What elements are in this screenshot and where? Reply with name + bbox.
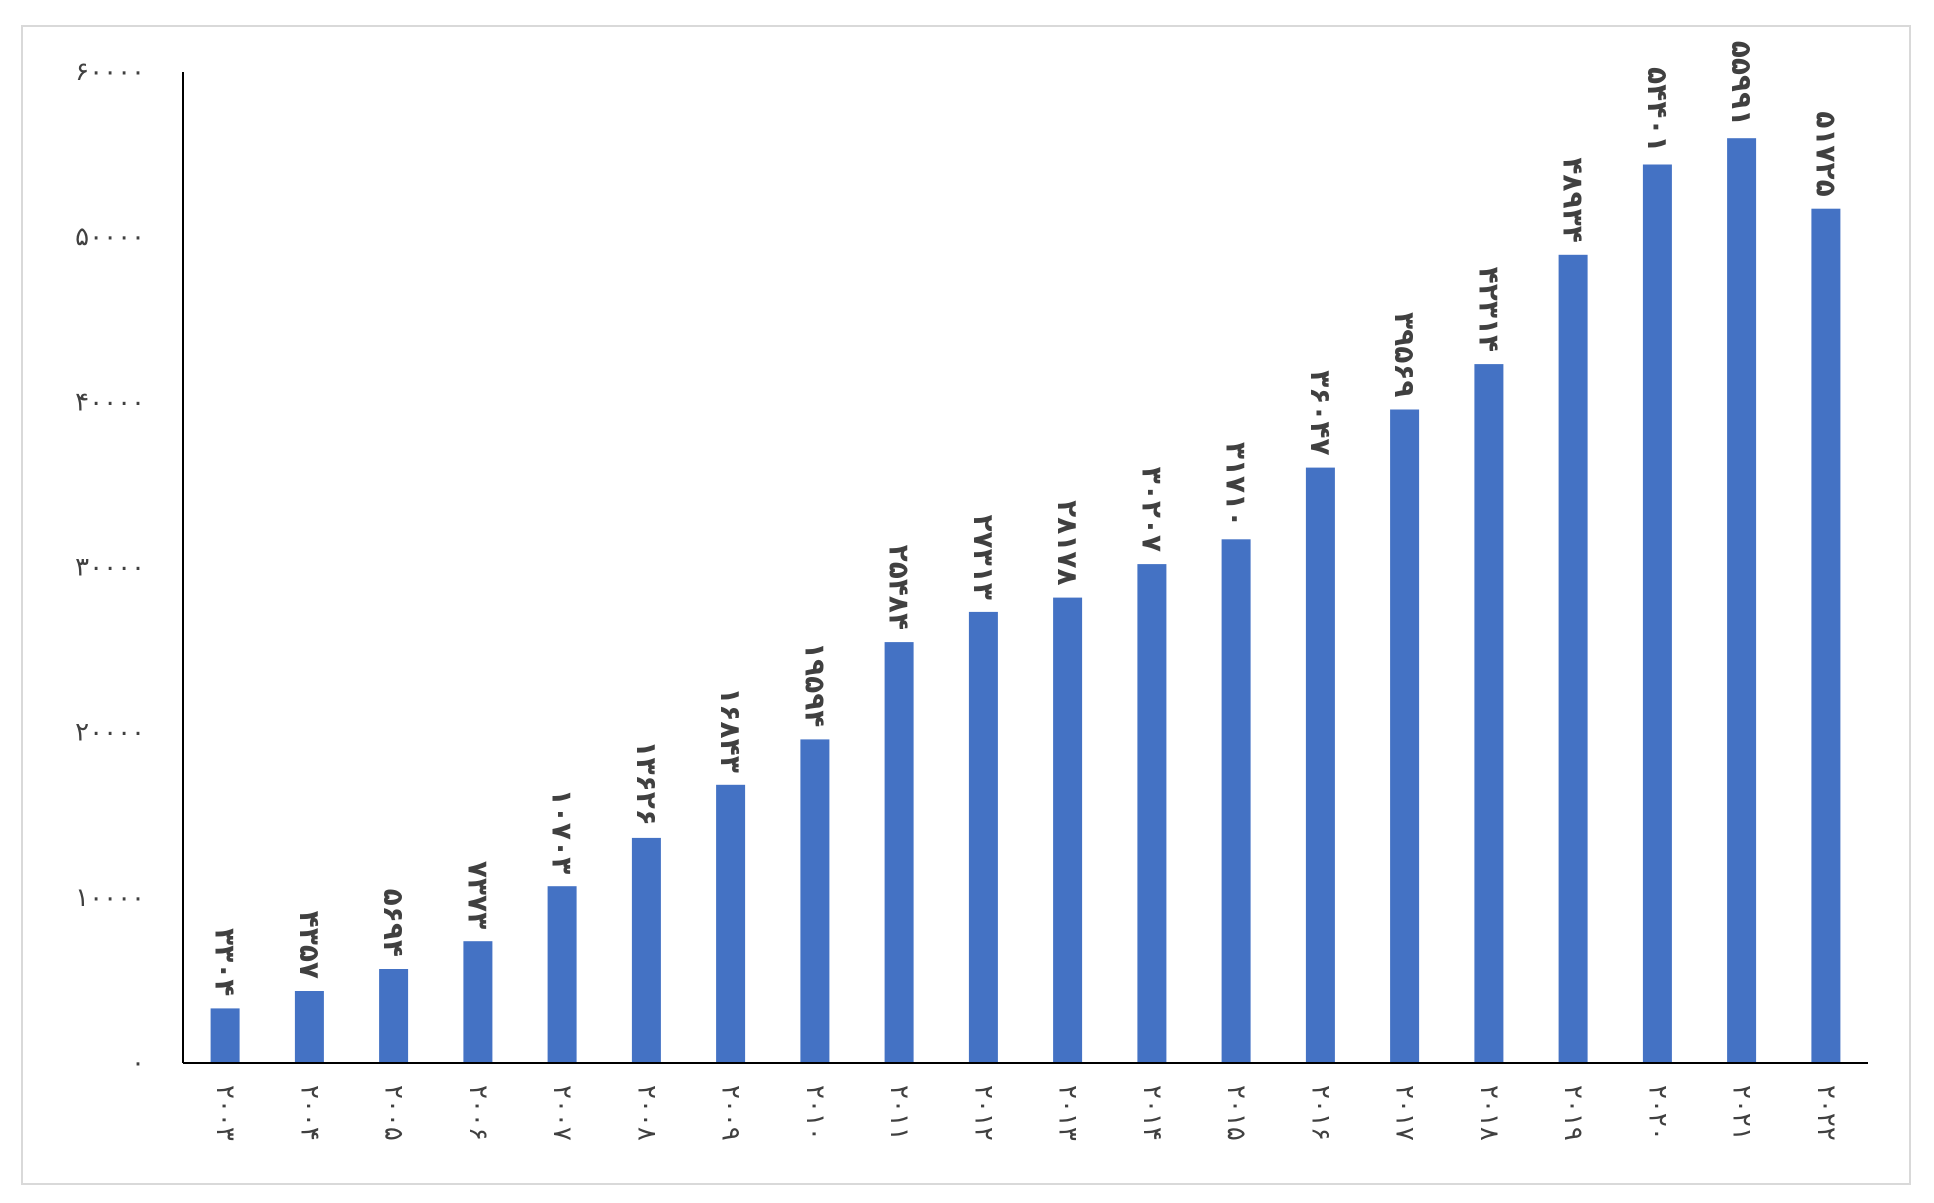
bar-6 [716, 784, 746, 1063]
x-tick-label-16: ۲۰۱۹ [1558, 1085, 1588, 1141]
data-label-10: ۲۸۱۷۸ [1051, 500, 1084, 585]
x-tick-label-2: ۲۰۰۵ [379, 1085, 409, 1141]
bar-8 [884, 642, 914, 1063]
x-tick-label-4: ۲۰۰۷ [547, 1085, 577, 1141]
bar-2 [379, 969, 409, 1063]
x-tick-label-5: ۲۰۰۸ [631, 1085, 661, 1141]
x-tick-label-3: ۲۰۰۶ [463, 1085, 493, 1141]
y-tick-label-6: ۶۰۰۰۰ [75, 57, 145, 87]
y-tick-label-5: ۵۰۰۰۰ [75, 222, 145, 252]
data-label-0: ۳۳۰۴ [209, 928, 242, 996]
x-tick-label-14: ۲۰۱۷ [1390, 1085, 1420, 1141]
bar-13 [1305, 467, 1335, 1064]
bar-12 [1221, 539, 1251, 1063]
x-tick-label-12: ۲۰۱۵ [1221, 1085, 1251, 1141]
bar-18 [1727, 138, 1757, 1063]
data-label-3: ۷۳۷۳ [461, 861, 494, 929]
bar-15 [1474, 364, 1504, 1064]
x-tick-label-19: ۲۰۲۲ [1811, 1085, 1841, 1141]
y-tick-label-2: ۲۰۰۰۰ [75, 718, 145, 748]
x-tick-label-8: ۲۰۱۱ [884, 1085, 914, 1141]
x-tick-label-0: ۲۰۰۳ [210, 1085, 240, 1141]
bar-4 [547, 886, 577, 1063]
data-label-4: ۱۰۷۰۳ [546, 789, 579, 874]
y-tick-label-1: ۱۰۰۰۰ [75, 883, 145, 913]
data-label-2: ۵۶۹۴ [377, 889, 410, 957]
data-label-13: ۳۶۰۴۷ [1304, 370, 1337, 455]
bar-7 [800, 739, 830, 1063]
data-label-6: ۱۶۸۴۳ [714, 687, 747, 772]
y-tick-label-0: ۰ [131, 1048, 145, 1078]
data-label-17: ۵۴۴۰۱ [1641, 67, 1674, 152]
x-tick-label-18: ۲۰۲۱ [1727, 1085, 1757, 1141]
bar-14 [1390, 409, 1420, 1063]
bar-3 [463, 941, 493, 1063]
x-tick-label-1: ۲۰۰۴ [294, 1085, 324, 1141]
labels-layer: ۳۳۰۴ ۲۰۰۳ ۴۳۵۷ ۲۰۰۴ ۵۶۹۴ ۲۰۰۵ ۷۳۷۳ ۲۰۰۶ ۱۰۷۰۳ ۲۰۰… [75, 41, 1842, 1141]
x-tick-label-7: ۲۰۱۰ [800, 1085, 830, 1141]
data-label-5: ۱۳۶۲۶ [630, 740, 663, 825]
bar-0 [210, 1008, 240, 1063]
data-label-19: ۵۱۷۲۵ [1809, 111, 1842, 196]
data-label-9: ۲۷۳۱۳ [967, 514, 1000, 599]
x-tick-label-10: ۲۰۱۳ [1053, 1085, 1083, 1141]
bar-10 [1053, 597, 1083, 1063]
data-label-18: ۵۵۹۹۱ [1725, 41, 1758, 126]
data-label-7: ۱۹۵۹۴ [798, 642, 831, 727]
bar-17 [1642, 164, 1672, 1063]
x-tick-label-13: ۲۰۱۶ [1305, 1085, 1335, 1141]
x-tick-label-15: ۲۰۱۸ [1474, 1085, 1504, 1141]
chart-frame [21, 25, 1911, 1185]
bar-19 [1811, 208, 1841, 1063]
axes-layer [182, 72, 1868, 1064]
data-label-12: ۳۱۷۱۰ [1220, 442, 1253, 527]
y-tick-label-3: ۳۰۰۰۰ [75, 553, 145, 583]
x-tick-label-11: ۲۰۱۴ [1137, 1085, 1167, 1141]
data-label-8: ۲۵۴۸۴ [883, 545, 916, 630]
x-tick-label-17: ۲۰۲۰ [1642, 1085, 1672, 1141]
bars-layer [210, 138, 1841, 1064]
data-label-14: ۳۹۵۶۹ [1388, 312, 1421, 397]
bar-11 [1137, 564, 1167, 1063]
data-label-1: ۴۳۵۷ [293, 911, 326, 979]
bar-9 [968, 611, 998, 1063]
data-label-16: ۴۸۹۳۴ [1557, 157, 1590, 242]
bar-5 [631, 837, 661, 1063]
x-tick-label-9: ۲۰۱۲ [968, 1085, 998, 1141]
bar-16 [1558, 254, 1588, 1064]
bar-1 [294, 991, 324, 1063]
x-tick-label-6: ۲۰۰۹ [716, 1085, 746, 1141]
data-label-11: ۳۰۲۰۷ [1135, 467, 1168, 552]
data-label-15: ۴۲۳۱۴ [1472, 267, 1505, 352]
y-tick-label-4: ۴۰۰۰۰ [75, 387, 145, 417]
